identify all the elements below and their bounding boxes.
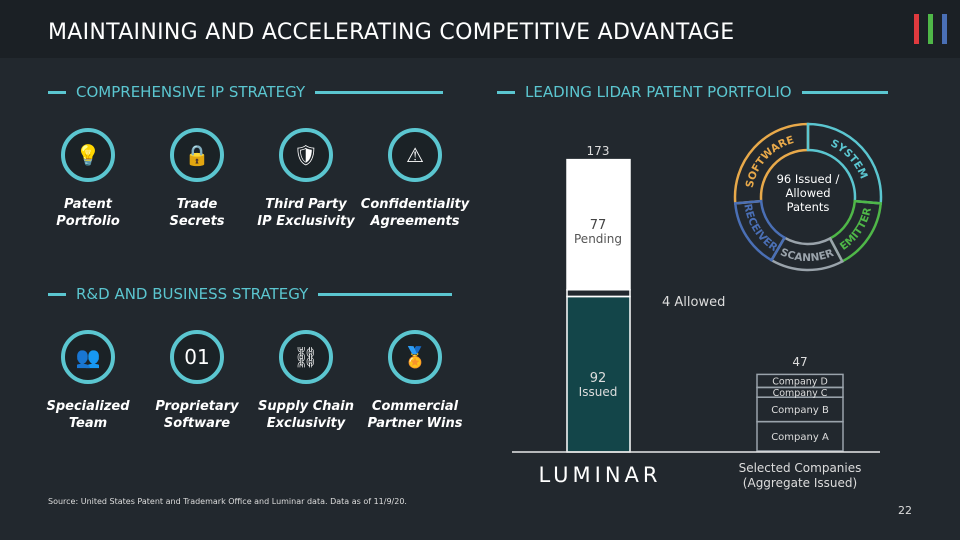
companies-total-label: 47 — [792, 355, 807, 369]
strategy-item-label: Proprietary Software — [137, 398, 257, 432]
section-heading-rd: R&D AND BUSINESS STRATEGY — [48, 284, 453, 304]
section-heading-portfolio: LEADING LIDAR PATENT PORTFOLIO — [497, 82, 888, 102]
medal-icon: 🏅 — [388, 330, 442, 384]
company-label: Company A — [771, 432, 829, 443]
pending-label: Pending — [574, 232, 622, 246]
companies-category-line1: Selected Companies — [739, 461, 862, 475]
lightbulb-gear-icon: 💡 — [61, 128, 115, 182]
page-number: 22 — [898, 504, 912, 517]
allowed-label: 4 Allowed — [662, 295, 725, 310]
label-line1: Trade — [176, 197, 218, 212]
head-shield-icon: 🛡 — [279, 128, 333, 182]
donut-center-line3: Patents — [787, 200, 830, 214]
company-label: Company B — [771, 405, 829, 416]
strategy-item-label: Commercial Partner Wins — [355, 398, 475, 432]
strategy-item-label: Patent Portfolio — [28, 196, 148, 230]
issued-value-label: 92 — [590, 371, 607, 386]
label-line2: Agreements — [370, 214, 460, 229]
label-line1: Patent — [64, 197, 112, 212]
section-heading-ip: COMPREHENSIVE IP STRATEGY — [48, 82, 444, 102]
strategy-item-label: Trade Secrets — [137, 196, 257, 230]
label-line1: Specialized — [46, 399, 130, 414]
source-note: Source: United States Patent and Tradema… — [48, 497, 407, 506]
strategy-item-label: Confidentiality Agreements — [355, 196, 475, 230]
label-line1: Proprietary — [155, 399, 239, 414]
pending-value-label: 77 — [590, 218, 607, 233]
issued-label: Issued — [579, 385, 618, 399]
warning-tag-icon: ⚠ — [388, 128, 442, 182]
bar-segment-allowed — [566, 289, 631, 298]
header-band — [0, 0, 960, 58]
strategy-item-label: Third Party IP Exclusivity — [246, 196, 366, 230]
broken-chain-icon: ⛓ — [279, 330, 333, 384]
companies-category-line2: (Aggregate Issued) — [743, 476, 857, 490]
label-line2: Portfolio — [56, 214, 120, 229]
label-line1: Commercial — [371, 399, 459, 414]
company-label: Company D — [772, 376, 828, 387]
label-line1: Third Party — [265, 197, 347, 212]
label-line1: Supply Chain — [258, 399, 354, 414]
donut-center-line1: 96 Issued / — [777, 172, 840, 186]
label-line2: Secrets — [169, 214, 225, 229]
company-label: Company C — [773, 388, 828, 399]
luminar-total-label: 173 — [587, 144, 610, 158]
strategy-item-label: Specialized Team — [28, 398, 148, 432]
luminar-logo: LUMINAR — [538, 463, 661, 487]
donut-segment-receiver — [733, 199, 787, 262]
bar-segment-company — [756, 373, 844, 389]
donut-center-line2: Allowed — [785, 186, 830, 200]
padlock-icon: 🔒 — [170, 128, 224, 182]
label-line2: Software — [163, 416, 231, 431]
team-icon: 👥 — [61, 330, 115, 384]
label-line2: Exclusivity — [266, 416, 346, 431]
donut-label: SCANNER — [778, 246, 835, 264]
page-title: MAINTAINING AND ACCELERATING COMPETITIVE… — [48, 20, 735, 45]
label-line2: Partner Wins — [367, 416, 463, 431]
label-line2: IP Exclusivity — [257, 214, 355, 229]
label-line2: Team — [68, 416, 108, 431]
binary-document-icon: 01 — [170, 330, 224, 384]
label-line1: Confidentiality — [360, 197, 470, 212]
strategy-item-label: Supply Chain Exclusivity — [246, 398, 366, 432]
bar-segment-pending — [566, 158, 631, 291]
